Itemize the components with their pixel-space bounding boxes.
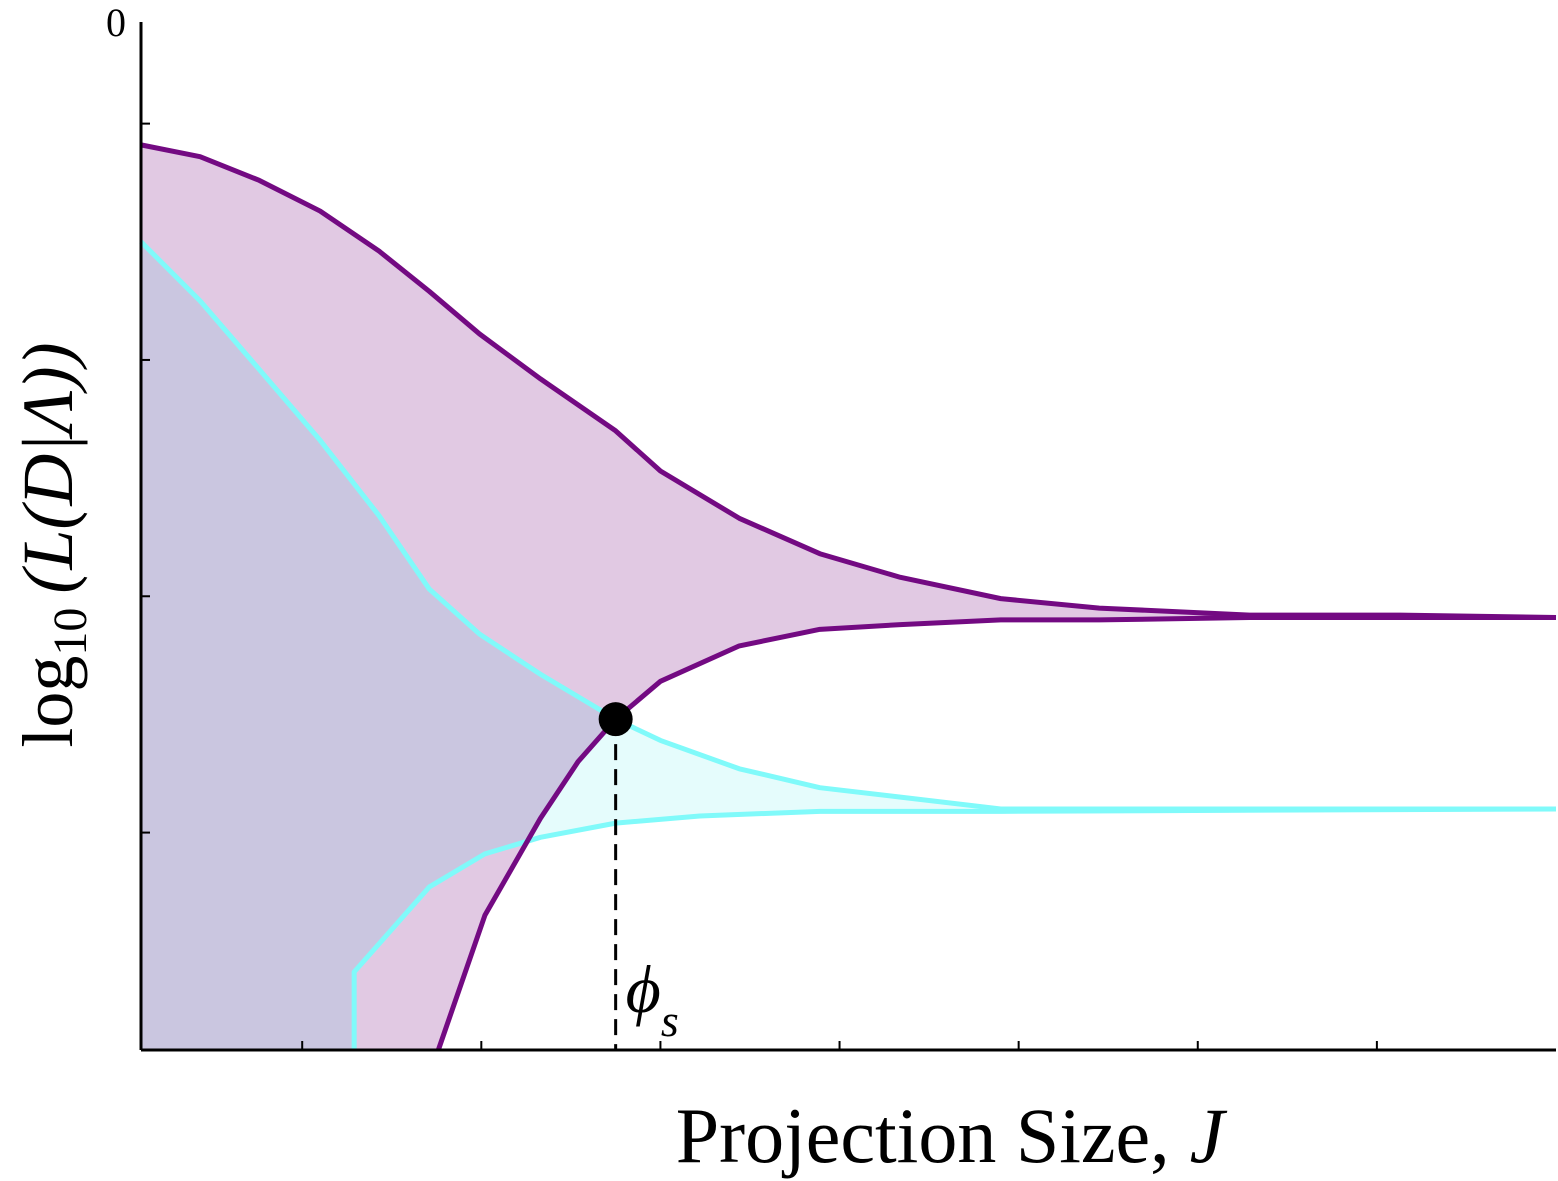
y-tick-label: 0 (106, 0, 126, 45)
series-line (139, 240, 1556, 812)
x-axis-label: Projection Size, J (676, 1092, 1228, 1179)
series-line (351, 806, 1557, 1050)
annotation-symbol: ϕ (626, 951, 661, 1027)
lines (139, 142, 1557, 1051)
y-label-text: log (8, 656, 88, 748)
annotation-subscript: s (661, 995, 679, 1046)
y-label-rest: (L(D|Λ)) (8, 342, 88, 593)
y-label-subscript: 10 (44, 608, 97, 656)
series-line (435, 615, 1556, 1051)
x-label-text: Projection Size, (676, 1092, 1170, 1179)
crossing-point (598, 702, 633, 737)
fills (141, 144, 1556, 1051)
axes: 0 (106, 0, 1556, 1052)
x-label-italic: J (1190, 1092, 1228, 1179)
y-axis-label: log10 (L(D|Λ)) (8, 342, 97, 747)
annotation-label: ϕs (626, 951, 679, 1046)
series-line (140, 142, 1557, 621)
band-fill (141, 241, 1556, 1051)
